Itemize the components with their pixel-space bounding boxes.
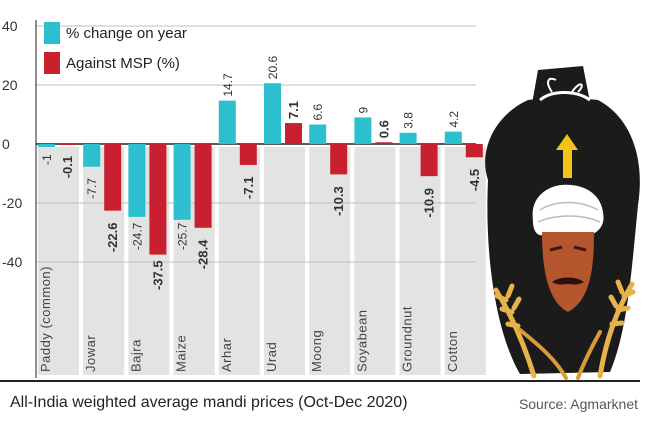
turban-shape bbox=[531, 183, 605, 237]
value-label: -7.1 bbox=[241, 177, 256, 199]
value-labels: -1 -0.1 -7.7 -22.6 -24.7 -37.5 -25.7 -28.4 14.7 -… bbox=[40, 56, 482, 290]
value-label: 9 bbox=[356, 106, 370, 113]
mustache-shape bbox=[552, 277, 584, 285]
category-band bbox=[264, 147, 305, 375]
bar bbox=[59, 144, 76, 145]
legend: % change on year Against MSP (%) bbox=[44, 22, 187, 74]
source-note: Source: Agmarknet bbox=[518, 396, 638, 412]
bar bbox=[239, 144, 257, 165]
y-tick-label: -20 bbox=[2, 195, 22, 211]
turban-folds-shape bbox=[537, 201, 601, 223]
category-labels: Paddy (common) Jowar Bajra Maize Arhar Urad Mo… bbox=[38, 266, 460, 372]
eyebrow-right-shape bbox=[573, 245, 587, 252]
bar bbox=[399, 132, 417, 144]
category-band bbox=[444, 147, 486, 375]
value-label: -28.4 bbox=[196, 239, 211, 269]
bar bbox=[149, 144, 167, 255]
category-label: Bajra bbox=[128, 339, 143, 372]
sack-tie-shape bbox=[539, 91, 591, 102]
value-label: -22.6 bbox=[105, 223, 120, 253]
value-label: 14.7 bbox=[221, 73, 235, 97]
legend-label: Against MSP (%) bbox=[66, 55, 180, 72]
category-label: Jowar bbox=[83, 335, 98, 372]
wheat-stalk-left-shape bbox=[493, 283, 537, 379]
category-label: Paddy (common) bbox=[38, 266, 53, 372]
bar bbox=[375, 142, 393, 144]
bar bbox=[420, 144, 438, 177]
bar bbox=[173, 144, 191, 220]
bottom-rule bbox=[0, 380, 640, 382]
bar bbox=[264, 83, 281, 144]
bar bbox=[38, 144, 55, 147]
value-label: -10.3 bbox=[331, 186, 346, 216]
category-band bbox=[309, 147, 351, 375]
up-arrow-shape bbox=[556, 134, 578, 178]
legend-label: % change on year bbox=[66, 25, 187, 42]
eyebrow-left-shape bbox=[549, 245, 563, 252]
category-label: Groundnut bbox=[400, 306, 415, 372]
category-label: Soyabean bbox=[354, 309, 369, 372]
bar bbox=[128, 144, 146, 217]
farmer-with-grain-sack-illustration bbox=[485, 66, 640, 380]
y-tick-label: 20 bbox=[2, 77, 18, 93]
value-label: 4.2 bbox=[447, 111, 461, 128]
legend-swatch bbox=[44, 22, 60, 44]
value-label: 20.6 bbox=[266, 56, 280, 80]
y-axis: 40 20 0 -20 -40 bbox=[2, 18, 37, 378]
bar bbox=[465, 144, 483, 158]
legend-swatch bbox=[44, 52, 60, 74]
category-band bbox=[38, 147, 79, 375]
category-label: Maize bbox=[174, 335, 189, 372]
y-tick-label: -40 bbox=[2, 254, 22, 270]
wheat-stalk-right-shape bbox=[597, 279, 636, 379]
y-tick-label: 40 bbox=[2, 18, 18, 34]
bar bbox=[218, 100, 236, 144]
value-label: -4.5 bbox=[467, 169, 482, 191]
category-band bbox=[218, 147, 260, 375]
value-label: -37.5 bbox=[150, 260, 165, 290]
value-label: -0.1 bbox=[60, 156, 75, 178]
bar bbox=[309, 124, 327, 144]
bar bbox=[444, 131, 462, 144]
value-label: 7.1 bbox=[286, 101, 301, 119]
category-label: Cotton bbox=[445, 331, 460, 372]
y-tick-label: 0 bbox=[2, 136, 10, 152]
bar bbox=[354, 117, 372, 144]
value-label: -1 bbox=[40, 154, 54, 165]
value-label: 0.6 bbox=[376, 120, 391, 138]
face-shape bbox=[542, 232, 594, 312]
sack-knot-shape bbox=[547, 77, 583, 93]
category-band bbox=[399, 147, 441, 375]
value-label: -7.7 bbox=[85, 178, 99, 199]
bar bbox=[330, 144, 348, 175]
chart-caption: All-India weighted average mandi prices … bbox=[10, 394, 408, 411]
bar bbox=[285, 123, 302, 144]
bar bbox=[194, 144, 212, 228]
wheat-stalk-center-shape bbox=[518, 328, 602, 380]
category-band bbox=[354, 147, 396, 375]
bars bbox=[38, 83, 483, 255]
value-label: 6.6 bbox=[311, 104, 325, 121]
bar bbox=[104, 144, 122, 211]
value-label: -25.7 bbox=[176, 222, 190, 250]
category-label: Moong bbox=[309, 330, 324, 372]
value-label: -24.7 bbox=[130, 222, 144, 250]
category-label: Arhar bbox=[219, 338, 234, 372]
category-label: Urad bbox=[264, 342, 279, 372]
value-label: -10.9 bbox=[422, 188, 437, 218]
bar bbox=[83, 144, 101, 167]
value-label: 3.8 bbox=[402, 112, 416, 129]
